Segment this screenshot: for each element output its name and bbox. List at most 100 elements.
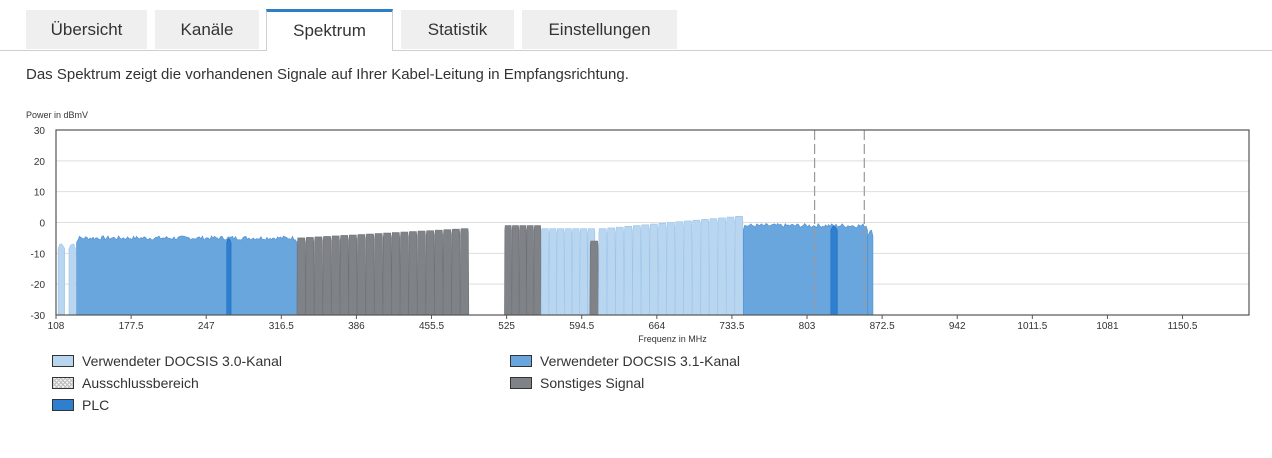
spectrum-channel-4-2 — [313, 236, 324, 316]
tab-overview[interactable]: Übersicht — [26, 10, 147, 49]
spectrum-channel-5-2 — [518, 225, 527, 316]
x-tick-label-10: 803 — [799, 321, 816, 332]
plot-frame — [55, 129, 1250, 316]
legend-item-plc: PLC — [52, 397, 109, 415]
legend-swatch-plc — [52, 399, 74, 411]
spectrum-channel-8-0 — [598, 228, 608, 316]
spectrum-channel-8-11 — [691, 219, 701, 316]
x-tick-label-6: 525 — [498, 321, 515, 332]
tab-bar: Übersicht Kanäle Spektrum Statistik Eins… — [0, 0, 1272, 51]
spectrum-channel-4-10 — [382, 232, 392, 316]
y-axis-label: Power in dBmV — [26, 110, 88, 120]
spectrum-channel-4-19 — [459, 228, 470, 316]
x-tick-label-7: 594.5 — [569, 321, 594, 332]
spectrum-band-11 — [867, 229, 874, 316]
spectrum-channel-7-0 — [589, 240, 599, 316]
spectrum-channel-4-16 — [434, 229, 444, 316]
legend-item-docsis31: Verwendeter DOCSIS 3.1-Kanal — [510, 353, 740, 371]
spectrum-channel-8-6 — [649, 223, 659, 316]
x-tick-label-1: 177.5 — [119, 321, 144, 332]
spectrum-channel-8-9 — [674, 221, 684, 316]
legend-label-plc: PLC — [82, 397, 110, 413]
x-tick-label-5: 455.5 — [419, 321, 444, 332]
spectrum-channel-8-12 — [700, 219, 710, 316]
spectrum-channel-4-4 — [331, 235, 341, 316]
tab-statistics[interactable]: Statistik — [401, 10, 514, 49]
spectrum-channel-5-0 — [504, 225, 513, 316]
spectrum-channel-5-4 — [533, 225, 542, 316]
legend-label-docsis31: Verwendeter DOCSIS 3.1-Kanal — [540, 353, 740, 369]
y-tick-label-3: 0 — [39, 219, 45, 230]
legend-label-other: Sonstiges Signal — [540, 375, 645, 391]
spectrum-channel-6-2 — [556, 228, 565, 316]
spectrum-channel-5-1 — [511, 225, 520, 316]
legend-label-exclusion: Ausschlussbereich — [82, 375, 199, 391]
spectrum-band-0 — [57, 243, 65, 316]
spectrum-channel-4-11 — [391, 232, 401, 316]
spectrum-band-9 — [742, 222, 868, 316]
spectrum-description: Das Spektrum zeigt die vorhandenen Signa… — [26, 66, 629, 83]
spectrum-channel-6-3 — [564, 228, 573, 316]
legend-swatch-docsis30 — [52, 355, 74, 367]
spectrum-channel-8-4 — [632, 225, 642, 316]
x-axis-label: Frequenz in MHz — [638, 334, 707, 344]
x-tick-label-8: 664 — [648, 321, 665, 332]
spectrum-channel-6-0 — [540, 228, 550, 316]
x-tick-label-14: 1081 — [1096, 321, 1119, 332]
spectrum-band-1 — [68, 243, 76, 316]
legend-label-docsis30: Verwendeter DOCSIS 3.0-Kanal — [82, 353, 282, 369]
legend-swatch-other — [510, 377, 532, 389]
spectrum-channel-4-0 — [296, 237, 306, 316]
legend-item-other: Sonstiges Signal — [510, 375, 644, 393]
x-tick-label-0: 108 — [48, 321, 65, 332]
spectrum-band-3 — [226, 238, 232, 316]
x-tick-label-2: 247 — [198, 321, 215, 332]
spectrum-channel-6-1 — [548, 228, 557, 316]
spectrum-channel-8-7 — [657, 222, 667, 316]
legend-item-exclusion: Ausschlussbereich — [52, 375, 199, 393]
x-tick-label-9: 733.5 — [719, 321, 744, 332]
spectrum-channel-4-14 — [416, 230, 427, 316]
spectrum-channel-6-5 — [579, 228, 588, 316]
tab-spectrum[interactable]: Spektrum — [266, 9, 393, 51]
tab-settings[interactable]: Einstellungen — [522, 10, 677, 49]
y-tick-label-4: -10 — [31, 249, 46, 260]
spectrum-channel-6-4 — [571, 228, 581, 316]
spectrum-channel-4-6 — [348, 234, 358, 316]
x-tick-label-12: 942 — [949, 321, 966, 332]
x-tick-label-11: 872.5 — [870, 321, 895, 332]
spectrum-channel-4-3 — [322, 236, 332, 316]
spectrum-channel-8-2 — [615, 226, 625, 316]
y-tick-label-5: -20 — [31, 280, 46, 291]
spectrum-channel-4-12 — [399, 231, 409, 316]
spectrum-channel-4-8 — [365, 233, 375, 316]
spectrum-channel-4-17 — [442, 229, 452, 316]
spectrum-channel-8-8 — [666, 222, 676, 316]
spectrum-channel-8-15 — [725, 216, 736, 316]
x-tick-label-4: 386 — [348, 321, 365, 332]
y-tick-label-2: 10 — [34, 188, 46, 199]
spectrum-channel-8-14 — [717, 217, 727, 316]
spectrum-channel-8-16 — [734, 216, 744, 316]
x-tick-label-15: 1150.5 — [1168, 321, 1198, 332]
legend-swatch-exclusion — [52, 377, 74, 389]
y-tick-label-6: -30 — [31, 311, 46, 322]
spectrum-channel-4-9 — [373, 233, 384, 316]
legend-item-docsis30: Verwendeter DOCSIS 3.0-Kanal — [52, 353, 282, 371]
spectrum-channel-8-10 — [683, 220, 693, 316]
y-tick-label-1: 20 — [34, 157, 46, 168]
spectrum-channel-8-13 — [708, 218, 719, 316]
spectrum-channel-4-15 — [425, 230, 435, 316]
spectrum-channel-5-3 — [526, 225, 535, 316]
spectrum-channel-8-5 — [640, 224, 650, 316]
spectrum-channel-4-1 — [305, 237, 315, 316]
spectrum-channel-4-18 — [451, 228, 461, 316]
spectrum-channel-4-13 — [408, 231, 418, 316]
x-tick-label-13: 1011.5 — [1017, 321, 1047, 332]
tab-channels[interactable]: Kanäle — [155, 10, 259, 49]
spectrum-channel-8-1 — [606, 227, 616, 316]
spectrum-channel-4-7 — [356, 234, 367, 316]
spectrum-channel-8-3 — [623, 226, 633, 316]
spectrum-channel-4-5 — [339, 235, 349, 316]
